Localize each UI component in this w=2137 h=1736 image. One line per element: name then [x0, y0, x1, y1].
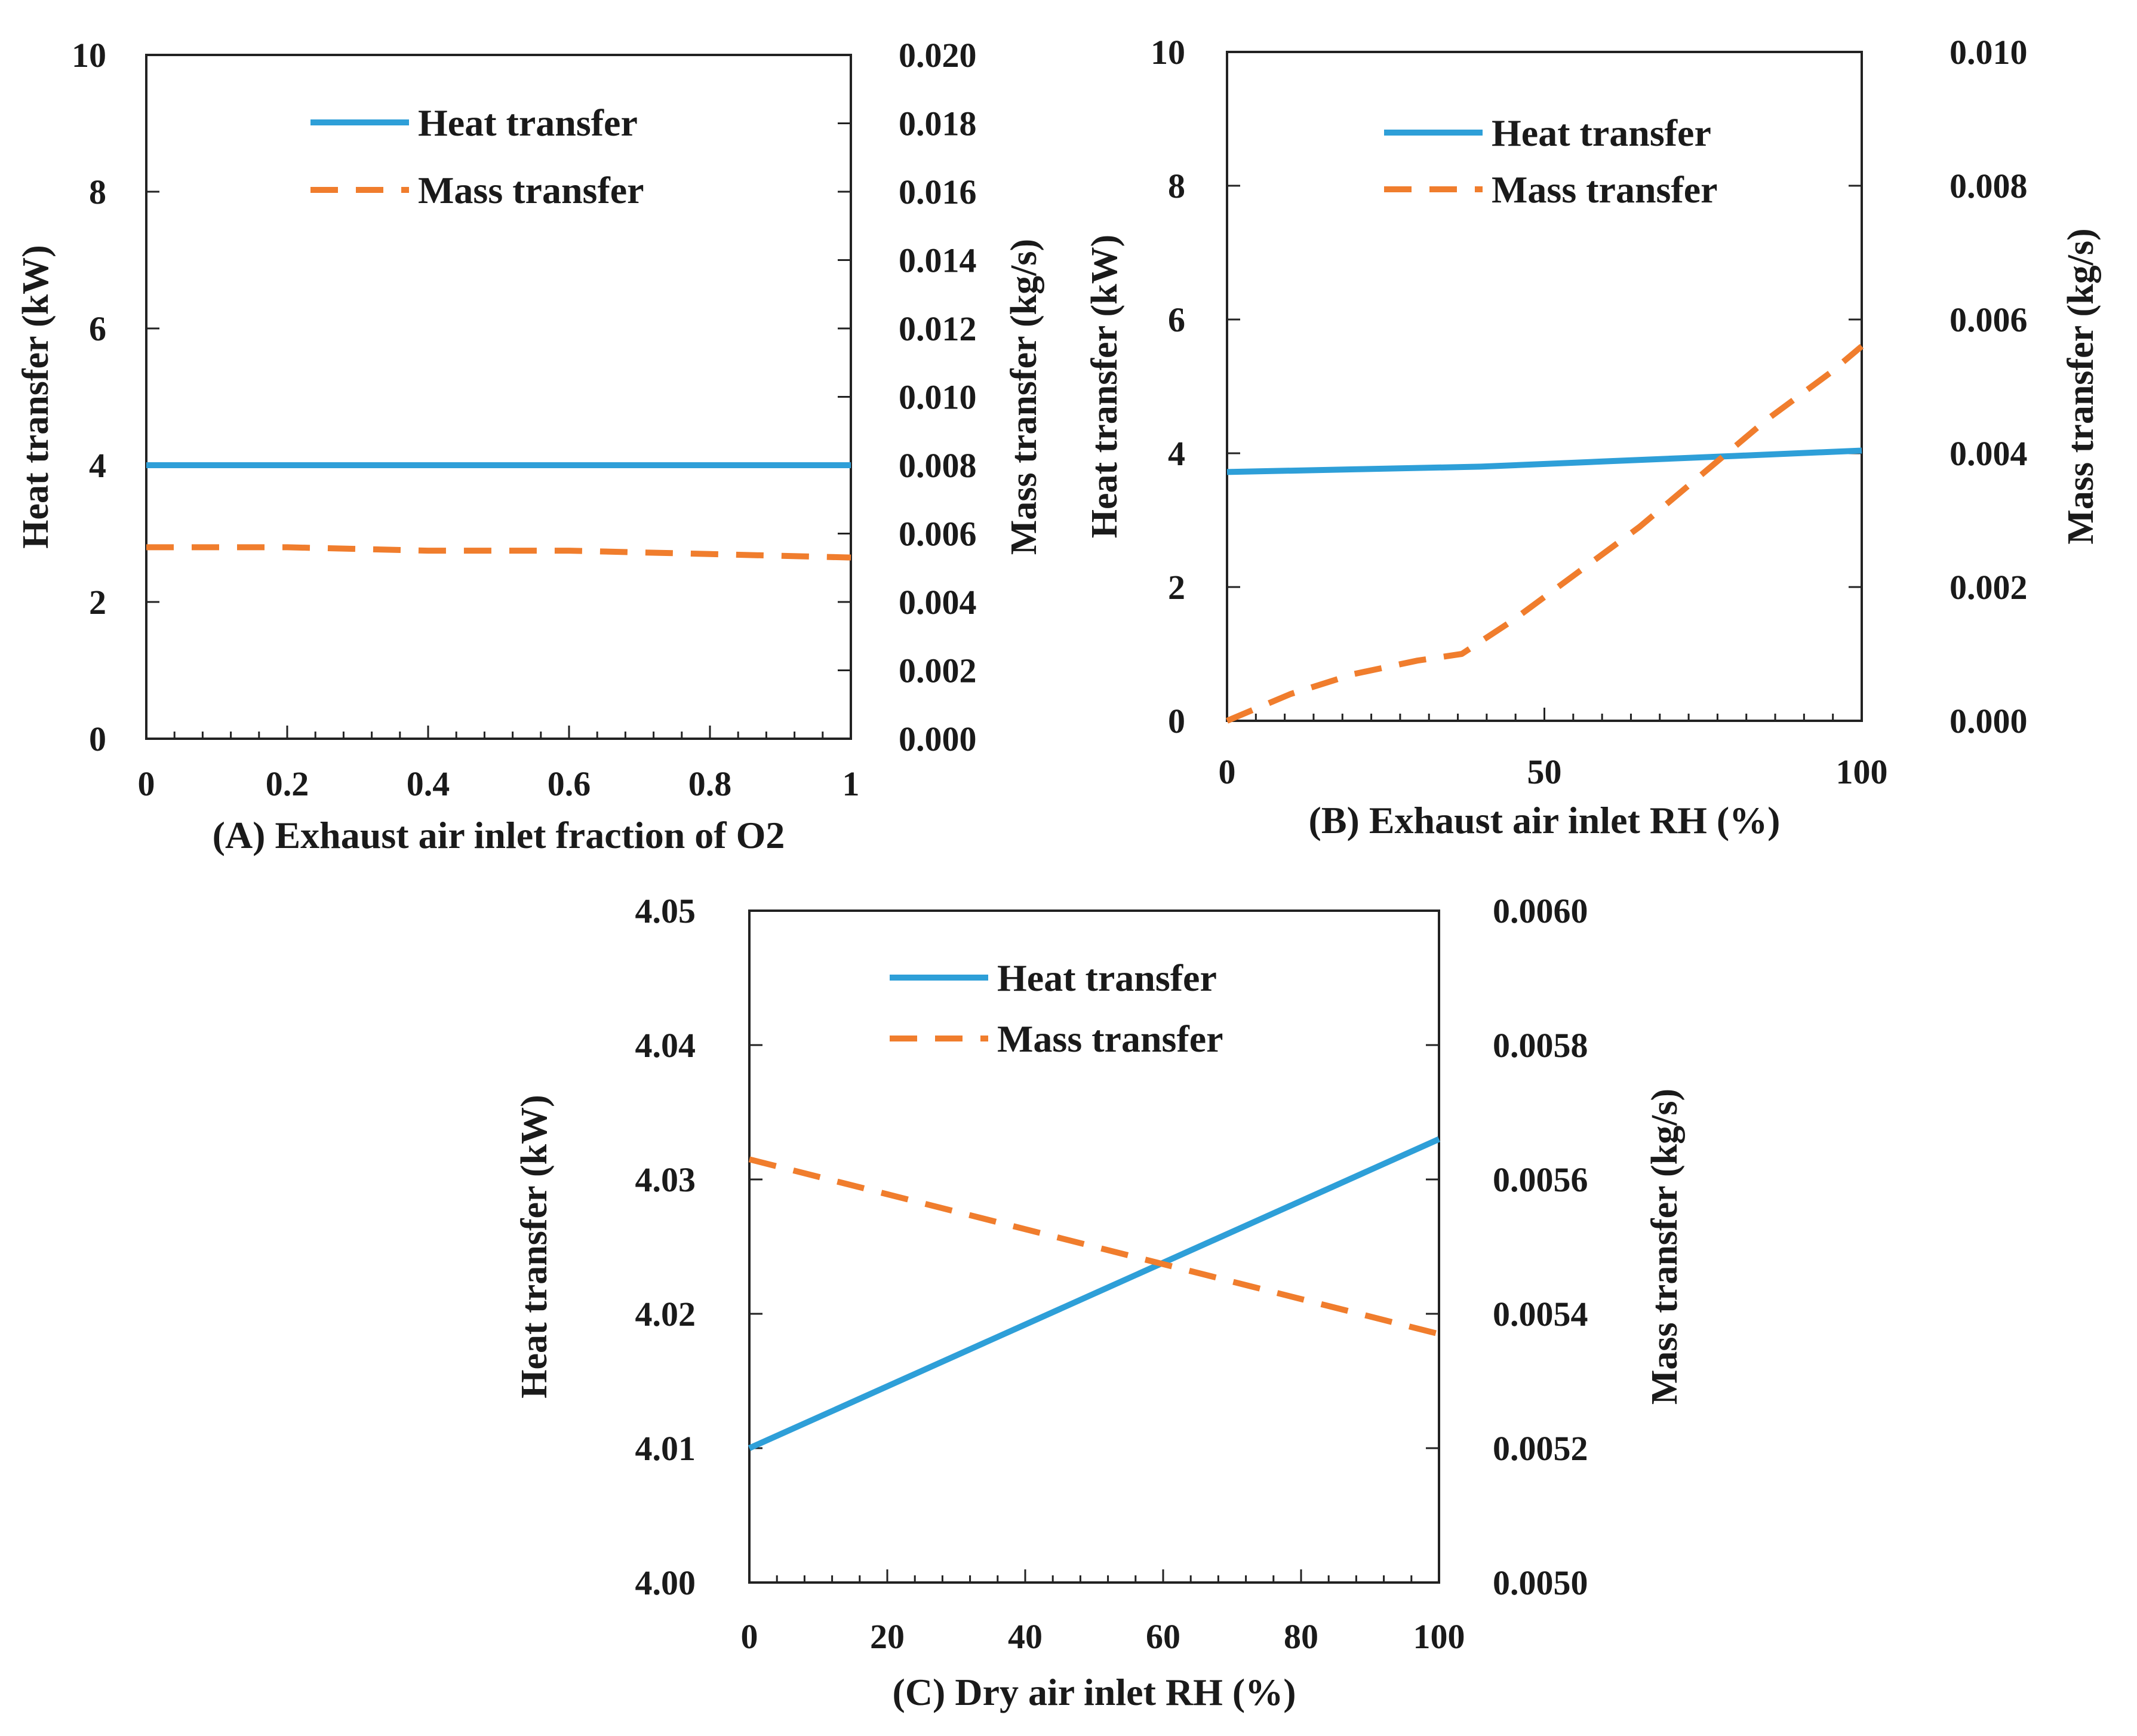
chart-caption-A: (A) Exhaust air inlet fraction of O2	[213, 814, 785, 856]
y-right-tick-label: 0.002	[1950, 568, 2028, 607]
y-right-tick-label: 0.004	[899, 583, 977, 622]
x-tick-label: 0	[1219, 752, 1236, 791]
y-left-tick-label: 4	[1168, 434, 1185, 473]
y-right-tick-label: 0.012	[899, 309, 977, 348]
caption-text: Exhaust air inlet fraction of O2	[275, 814, 785, 856]
y-right-tick-label: 0.004	[1950, 434, 2028, 473]
caption-letter: C	[905, 1671, 933, 1713]
series-line-mass-transfer	[1226, 343, 1864, 724]
y-left-tick-label: 2	[1168, 568, 1185, 607]
caption-paren-close: )	[1347, 799, 1369, 841]
chart-C: 0 20 40 60 80 100 4.00 4.01 4.02 4.03 4.04 4.05 0.00…	[514, 892, 1685, 1713]
y-right-tick-label: 0.006	[1950, 300, 2028, 339]
chart-caption-B: (B) Exhaust air inlet RH (%)	[1309, 799, 1781, 841]
y-left-tick-label: 4.01	[635, 1429, 696, 1468]
y-right-tick-label: 0.020	[899, 36, 977, 75]
legend-label-mass: Mass transfer	[997, 1018, 1223, 1060]
series-line-mass-transfer	[146, 544, 851, 561]
caption-letter: A	[225, 814, 253, 856]
y-left-tick-label: 4.05	[635, 892, 696, 930]
chart-B: 0 50 100 0 2 4 6 8 10 0.000 0.002 0.004 0.006 0.008 0.…	[1084, 33, 2101, 841]
y-right-axis-title: Mass transfer (kg/s)	[2061, 228, 2101, 544]
caption-text: Dry air inlet RH (%)	[955, 1671, 1296, 1713]
y-left-tick-label: 2	[89, 583, 106, 622]
series-line-heat-transfer	[748, 1136, 1441, 1451]
series-line-mass-transfer	[748, 1156, 1440, 1337]
x-tick-label: 100	[1836, 752, 1888, 791]
y-right-tick-label: 0.0060	[1493, 892, 1588, 930]
caption-text: Exhaust air inlet RH (%)	[1369, 799, 1781, 841]
y-left-tick-label: 4.00	[635, 1563, 696, 1602]
legend-label-heat: Heat transfer	[1492, 112, 1711, 154]
y-left-tick-label: 10	[72, 36, 106, 75]
y-right-tick-label: 0.014	[899, 241, 977, 280]
y-left-tick-label: 6	[1168, 300, 1185, 339]
y-left-tick-label: 8	[1168, 167, 1185, 205]
y-right-tick-label: 0.000	[1950, 702, 2028, 741]
plot-frame-A	[145, 54, 852, 740]
y-left-tick-label: 4	[89, 446, 106, 485]
y-left-tick-label: 4.02	[635, 1295, 696, 1334]
y-right-tick-label: 0.010	[899, 378, 977, 417]
y-left-tick-label: 4.03	[635, 1160, 696, 1199]
chart-A: 0 0.2 0.4 0.6 0.8 102468100.0000.0020.0040.00…	[16, 36, 1044, 856]
y-right-tick-label: 0.0054	[1493, 1295, 1588, 1334]
y-left-tick-label: 8	[89, 173, 106, 211]
y-left-axis-title: Heat transfer (kW)	[514, 1095, 555, 1399]
x-tick-label: 60	[1146, 1617, 1180, 1656]
y-right-axis-title: Mass transfer (kg/s)	[1004, 239, 1044, 555]
series-line-heat-transfer	[1226, 447, 1862, 475]
y-right-axis-title: Mass transfer (kg/s)	[1644, 1089, 1685, 1405]
y-left-tick-label: 0	[89, 720, 106, 758]
x-tick-label: 0	[138, 764, 155, 803]
x-tick-label: 100	[1413, 1617, 1465, 1656]
x-tick-label: 50	[1527, 752, 1562, 791]
y-right-tick-label: 0.006	[899, 515, 977, 554]
legend-label-heat: Heat transfer	[418, 102, 638, 144]
caption-paren-open: (	[213, 814, 225, 856]
y-right-tick-label: 0.008	[899, 446, 977, 485]
caption-paren-close: )	[933, 1671, 955, 1713]
y-right-tick-label: 0.008	[1950, 167, 2028, 205]
y-right-tick-label: 0.0058	[1493, 1026, 1588, 1065]
legend-label-mass: Mass transfer	[418, 169, 644, 211]
y-right-tick-label: 0.0056	[1493, 1160, 1588, 1199]
x-tick-label: 20	[870, 1617, 905, 1656]
plot-frame-C	[748, 910, 1440, 1584]
caption-paren-open: (	[1309, 799, 1321, 841]
x-tick-label: 1	[842, 764, 860, 803]
y-right-tick-label: 0.0052	[1493, 1429, 1588, 1468]
y-left-axis-title: Heat transfer (kW)	[16, 245, 56, 549]
y-right-tick-label: 0.010	[1950, 33, 2028, 72]
caption-letter: B	[1321, 799, 1347, 841]
y-left-tick-label: 0	[1168, 702, 1185, 741]
y-left-tick-label: 4.04	[635, 1026, 696, 1065]
x-tick-label: 0.8	[688, 764, 732, 803]
y-right-tick-label: 0.016	[899, 173, 977, 211]
y-right-tick-label: 0.002	[899, 652, 977, 690]
y-right-tick-label: 0.0050	[1493, 1563, 1588, 1602]
y-left-axis-title: Heat transfer (kW)	[1084, 235, 1125, 539]
chart-caption-C: (C) Dry air inlet RH (%)	[893, 1671, 1296, 1713]
legend-label-mass: Mass transfer	[1492, 168, 1718, 211]
x-tick-label: 40	[1008, 1617, 1043, 1656]
x-tick-label: 0.4	[407, 764, 450, 803]
caption-paren-close: )	[253, 814, 275, 856]
y-left-tick-label: 10	[1151, 33, 1185, 72]
x-tick-label: 0	[741, 1617, 758, 1656]
x-tick-label: 80	[1284, 1617, 1318, 1656]
y-right-tick-label: 0.000	[899, 720, 977, 758]
y-left-tick-label: 6	[89, 309, 106, 348]
x-tick-label: 0.2	[266, 764, 309, 803]
y-right-tick-label: 0.018	[899, 105, 977, 143]
x-tick-label: 0.6	[548, 764, 591, 803]
caption-paren-open: (	[893, 1671, 905, 1713]
legend-label-heat: Heat transfer	[997, 957, 1217, 999]
